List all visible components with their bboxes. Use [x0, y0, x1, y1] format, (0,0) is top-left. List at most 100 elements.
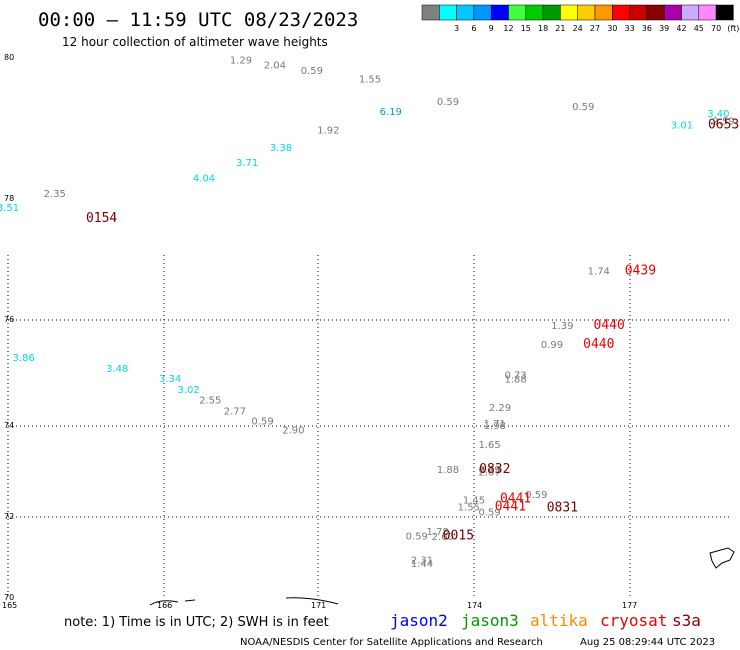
wave-height-label: 6.19: [380, 107, 402, 118]
satellite-label-jason3: jason3: [461, 611, 519, 630]
legend-swatch: [577, 4, 596, 21]
wave-height-label: 3.71: [236, 158, 258, 169]
lon-label-177: 177: [622, 601, 637, 610]
legend-swatch: [508, 4, 527, 21]
lat-label-74: 74: [4, 421, 14, 430]
wave-height-label: 2.07: [478, 468, 500, 479]
legend-swatch: [421, 4, 440, 21]
pass-time-label: 0440: [583, 337, 614, 352]
legend-swatch: [560, 4, 578, 21]
wave-height-label: 0.59: [301, 66, 323, 77]
legend-label: (ft): [727, 24, 739, 33]
satellite-label-altika: altika: [530, 611, 588, 630]
legend-swatch: [646, 4, 665, 21]
legend-swatch: [629, 4, 648, 21]
wave-height-label: 2.55: [199, 396, 221, 407]
legend-swatch: [542, 4, 561, 21]
legend-label: 21: [555, 24, 565, 33]
wave-height-label: 3.34: [159, 374, 181, 385]
lon-label-165: 165: [2, 601, 17, 610]
footer-note: note: 1) Time is in UTC; 2) SWH is in fe…: [64, 615, 329, 630]
pass-time-label: 0440: [594, 318, 625, 333]
wave-height-label: 0.59: [437, 97, 459, 108]
legend-swatch: [663, 4, 682, 21]
pass-time-label: 0653: [708, 118, 739, 133]
satellite-label-cryosat: cryosat: [600, 611, 667, 630]
wave-height-label: 1.74: [588, 267, 610, 278]
lat-label-80: 80: [4, 53, 14, 62]
legend-label: 24: [573, 24, 583, 33]
wave-height-label: 1.29: [230, 56, 252, 67]
legend-label: 45: [694, 24, 704, 33]
wave-height-label: 2.59: [712, 116, 734, 127]
legend-label: 3: [454, 24, 459, 33]
legend-label: 30: [607, 24, 617, 33]
pass-time-label: 0832: [479, 462, 510, 477]
wave-height-label: 1.44: [411, 559, 433, 570]
lat-label-72: 72: [4, 512, 14, 521]
wave-height-label: 1.88: [504, 375, 526, 386]
legend-swatch: [490, 4, 509, 21]
pass-time-label: 0441: [500, 491, 531, 506]
wave-height-label: 2.29: [489, 403, 511, 414]
legend-swatch: [612, 4, 630, 21]
lat-label-78: 78: [4, 194, 14, 203]
legend-label: 6: [471, 24, 476, 33]
wave-height-label: 3.40: [707, 109, 729, 120]
satellite-legend: jason2 jason3 altika cryosat s3a: [390, 611, 701, 630]
wave-height-label: 1.55: [359, 75, 381, 86]
legend-swatch: [594, 4, 613, 21]
wave-height-label: 3.02: [178, 385, 200, 396]
wave-height-label: 2.35: [44, 189, 66, 200]
lat-label-76: 76: [4, 315, 14, 324]
page-title: 00:00 – 11:59 UTC 08/23/2023: [38, 9, 358, 31]
satellite-label-s3a: s3a: [672, 611, 701, 630]
footer-credit: NOAA/NESDIS Center for Satellite Applica…: [240, 637, 543, 648]
observation-layer: 1.29 2.040.591.550.59 0.596.191.923.383.71…: [0, 56, 739, 571]
wave-height-label: 0.59: [478, 508, 500, 519]
wave-height-label: 3.01: [671, 121, 693, 132]
legend-label: 33: [625, 24, 635, 33]
wave-height-label: 3.38: [270, 143, 292, 154]
legend-swatch: [715, 4, 734, 21]
pass-time-label: 0439: [625, 264, 656, 279]
legend-swatch: [473, 4, 492, 21]
legend-label: 42: [676, 24, 686, 33]
legend-label: 70: [711, 24, 721, 33]
wave-height-label: 0.99: [541, 340, 563, 351]
wave-height-label: 0.73: [504, 370, 526, 381]
wave-height-label: 0.59: [525, 490, 547, 501]
wave-height-label: 2.90: [282, 426, 304, 437]
pass-time-label: 0831: [547, 501, 578, 516]
wave-height-label: 3.48: [106, 364, 128, 375]
wave-height-label: 0.59: [251, 416, 273, 427]
wave-height-label: 1.98: [484, 421, 506, 432]
page-subtitle: 12 hour collection of altimeter wave hei…: [62, 35, 328, 49]
wave-height-label: 1.39: [551, 321, 573, 332]
wave-height-label: 1.55: [458, 503, 480, 514]
lat-label-70: 70: [4, 593, 14, 602]
wave-height-label: 2.04: [264, 61, 286, 72]
legend-swatch: [525, 4, 544, 21]
legend-label: 36: [642, 24, 652, 33]
wave-height-label: 1.45: [463, 495, 485, 506]
pass-time-label: 0015: [443, 528, 474, 543]
lon-label-166: 166: [157, 601, 172, 610]
legend-label: 27: [590, 24, 600, 33]
legend-label: 15: [521, 24, 531, 33]
legend-swatch: [681, 4, 700, 21]
legend-label: 12: [503, 24, 513, 33]
legend-swatch: [456, 4, 475, 21]
satellite-label-jason2: jason2: [390, 611, 448, 630]
legend-label: 9: [489, 24, 494, 33]
wave-height-label: 0.59: [406, 531, 428, 542]
legend-swatch: [698, 4, 717, 21]
wave-height-label: 2.77: [224, 406, 246, 417]
pass-time-label: 0441: [495, 500, 526, 515]
wave-height-label: 1.71: [484, 419, 506, 430]
wave-height-legend: 3 6 9 12 15 18 21 24 27 30 33 36 39 42 45 70 (ft): [421, 4, 739, 33]
coastline: [149, 547, 735, 606]
wave-height-label: 3.51: [0, 203, 19, 214]
wave-height-label: 1.92: [317, 125, 339, 136]
